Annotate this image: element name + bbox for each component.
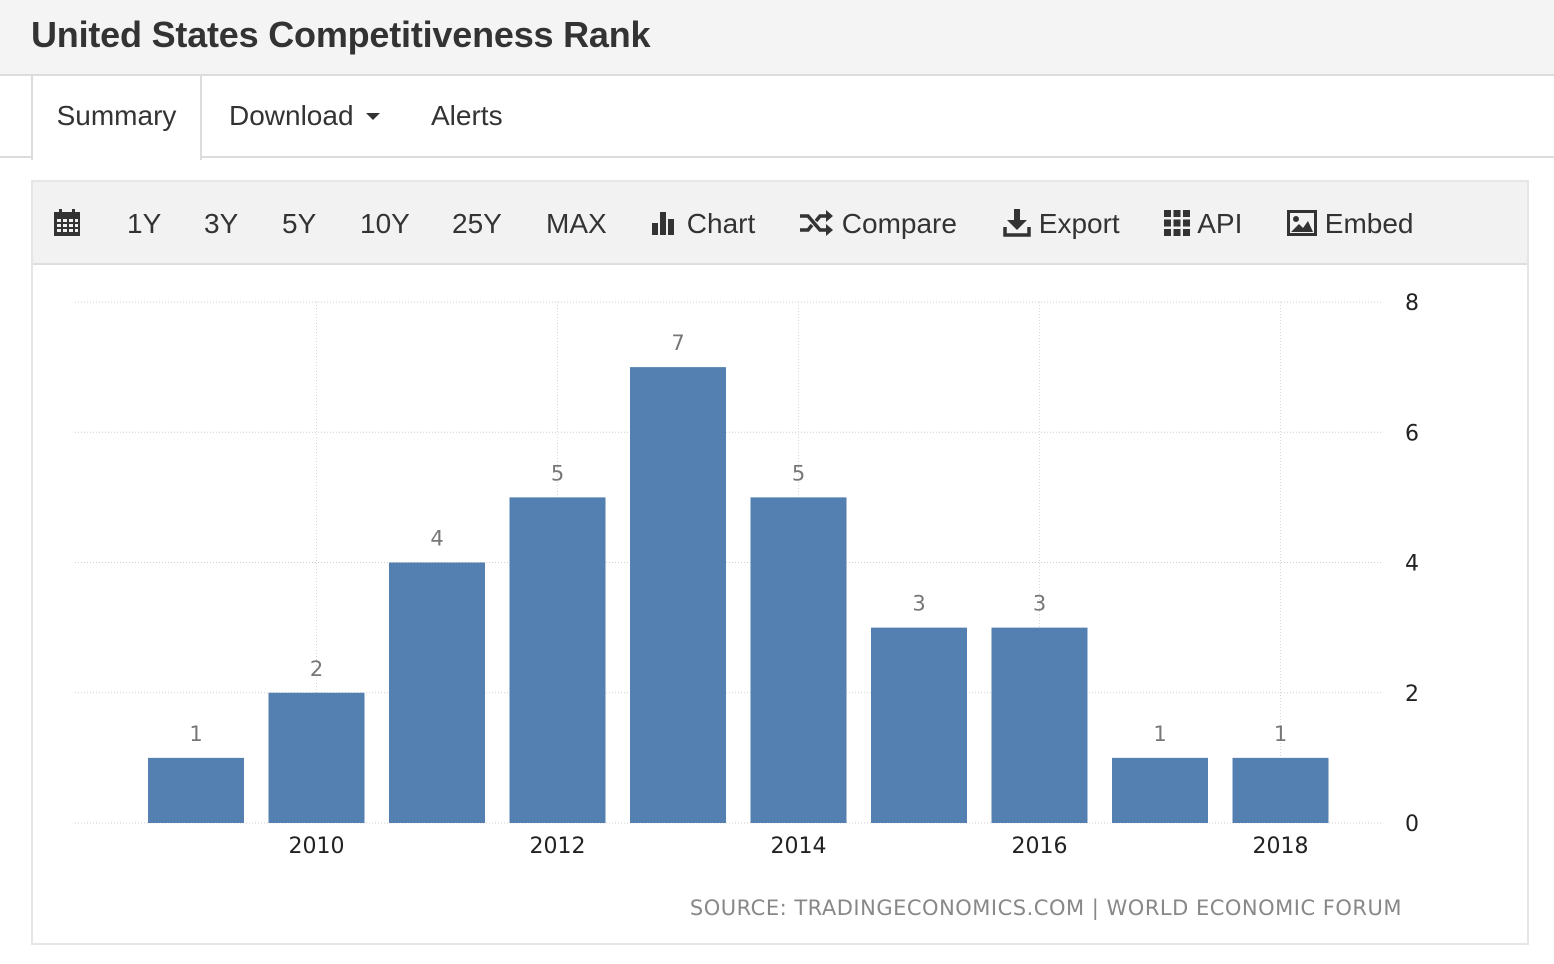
x-tick-label: 2014	[771, 834, 827, 859]
data-label: 3	[1033, 592, 1046, 616]
bar	[991, 627, 1088, 823]
export-button[interactable]: Export	[1003, 182, 1120, 265]
data-label: 2	[310, 657, 323, 681]
bar	[268, 692, 365, 823]
bar	[1232, 757, 1329, 823]
calendar-icon	[54, 208, 80, 236]
bar	[630, 367, 726, 823]
x-tick-label: 2012	[530, 834, 586, 859]
tab-alerts-label: Alerts	[431, 100, 503, 131]
y-tick-label: 4	[1405, 552, 1419, 577]
tab-bar: Summary Download Alerts	[0, 76, 1554, 160]
range-10y-button[interactable]: 10Y	[360, 208, 410, 239]
tab-download[interactable]: Download	[229, 76, 380, 158]
embed-button-label: Embed	[1324, 208, 1414, 239]
tab-summary-label: Summary	[56, 100, 177, 131]
y-tick-label: 6	[1405, 421, 1419, 446]
x-tick-label: 2010	[289, 834, 345, 859]
bar	[509, 497, 606, 823]
chart-button-label: Chart	[686, 208, 756, 239]
range-5y-button[interactable]: 5Y	[282, 208, 317, 239]
bar	[750, 497, 847, 823]
grid-icon	[1164, 209, 1190, 236]
tab-summary[interactable]: Summary	[31, 76, 202, 160]
embed-button[interactable]: Embed	[1287, 182, 1414, 265]
export-button-label: Export	[1038, 208, 1120, 239]
y-tick-label: 8	[1405, 291, 1419, 316]
image-icon	[1287, 209, 1317, 236]
data-label: 5	[551, 461, 564, 485]
bar	[389, 562, 485, 823]
page-title: United States Competitiveness Rank	[31, 14, 651, 55]
source-attribution: SOURCE: TRADINGECONOMICS.COM | WORLD ECO…	[690, 896, 1402, 921]
compare-button-label: Compare	[841, 208, 957, 239]
bar	[148, 757, 244, 823]
data-label: 4	[430, 527, 443, 551]
download-icon	[1003, 208, 1031, 237]
data-label: 7	[671, 331, 684, 355]
y-tick-label: 0	[1405, 812, 1419, 837]
tab-download-label: Download	[229, 100, 354, 131]
api-button-label: API	[1197, 208, 1243, 239]
range-25y-button[interactable]: 25Y	[452, 208, 502, 239]
range-3y-button[interactable]: 3Y	[204, 208, 239, 239]
bar	[1112, 757, 1208, 823]
range-1y-button[interactable]: 1Y	[127, 208, 162, 239]
chart-toolbar: 1Y 3Y 5Y 10Y 25Y MAX Chart Compare	[33, 182, 1527, 265]
chart-button[interactable]: Chart	[651, 182, 755, 265]
tab-alerts[interactable]: Alerts	[431, 76, 503, 158]
compare-button[interactable]: Compare	[798, 182, 957, 265]
bar	[871, 627, 967, 823]
data-label: 1	[189, 722, 202, 746]
x-tick-label: 2018	[1253, 834, 1309, 859]
y-tick-label: 2	[1405, 682, 1419, 707]
range-max-button[interactable]: MAX	[546, 208, 607, 239]
api-button[interactable]: API	[1163, 182, 1242, 265]
shuffle-icon	[800, 209, 833, 236]
caret-down-icon	[365, 112, 380, 120]
data-label: 3	[912, 592, 925, 616]
bar-chart-icon	[652, 211, 674, 235]
x-tick-label: 2016	[1012, 834, 1068, 859]
data-label: 1	[1274, 722, 1287, 746]
title-bar: United States Competitiveness Rank	[0, 0, 1554, 76]
data-label: 5	[792, 461, 805, 485]
calendar-button[interactable]	[53, 182, 81, 265]
data-label: 1	[1153, 722, 1166, 746]
